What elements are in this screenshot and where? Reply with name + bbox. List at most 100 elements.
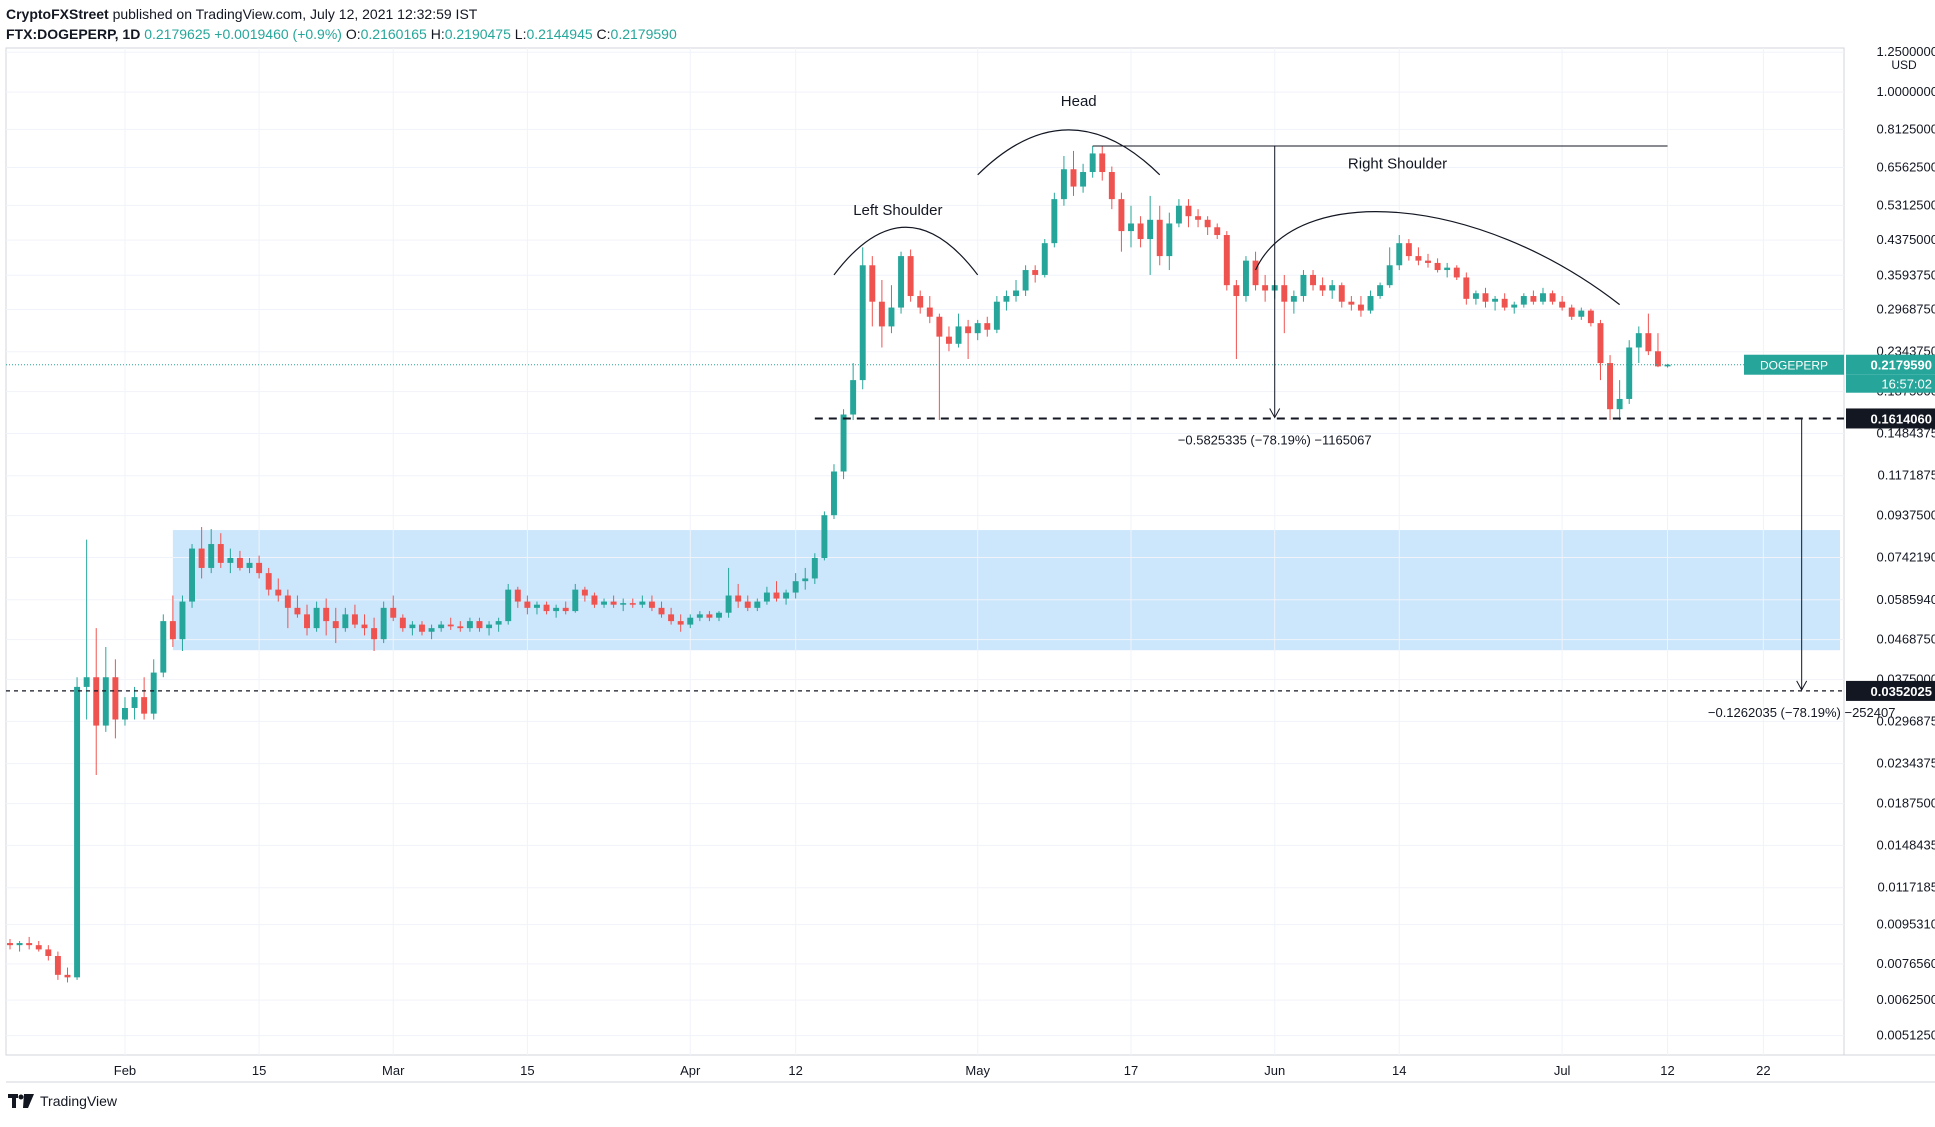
candle-body [533,604,540,608]
candle-body [1041,243,1048,275]
candle-body [601,601,608,605]
candle-body [332,621,339,629]
grid [6,48,1844,1055]
candle-body [514,589,521,602]
candle-body [581,589,588,596]
candle-body [735,595,742,602]
candle-body [677,621,684,625]
x-tick-label: 12 [788,1063,802,1078]
candle-body [160,621,167,673]
candle-body [553,607,560,612]
candle-body [936,316,943,337]
y-tick-label: 0.1171875 [1878,468,1935,483]
symbol-title[interactable]: FTX:DOGEPERP, 1D [6,26,141,42]
candle-body [1626,347,1633,399]
candle-body [1185,205,1192,217]
y-tick-label: 0.0095310 [1877,917,1935,932]
candle-body [840,414,847,472]
last-price-badge [1846,354,1935,375]
countdown-badge [1846,374,1935,393]
candle-body [1635,333,1642,348]
candle-body [696,614,703,618]
candle-body [668,614,675,622]
candle-body [610,601,617,605]
candle-body [141,697,148,714]
candle-body [351,614,358,625]
candle-body [1060,169,1067,200]
candle-body [486,624,493,629]
candle-body [304,614,310,629]
tradingview-logo-icon[interactable] [8,1093,34,1109]
candle-body [1013,290,1019,297]
candle-body [16,943,23,946]
candle-body [428,628,435,632]
publisher-name[interactable]: CryptoFXStreet [6,6,109,22]
price-labels: 0.2179590 16:57:02 DOGEPERP 0.1614060 0.0352… [1744,354,1935,701]
candle-body [859,265,866,381]
candle-body [294,607,301,615]
y-tick-label: 0.4375000 [1877,232,1935,247]
candle-body [1022,270,1029,291]
candle-body [457,626,464,629]
candle-body [1616,398,1623,410]
left-shoulder-label: Left Shoulder [853,202,942,219]
candle-body [1357,304,1364,311]
candle-body [1377,285,1384,297]
measure-arrow-1 [1269,408,1281,419]
candle-body [783,592,790,599]
candle-body [256,562,263,574]
chart-header: CryptoFXStreet published on TradingView.… [6,4,677,44]
y-tick-label: 0.0296875 [1877,713,1935,728]
candle-body [926,307,933,317]
neckline-badge-text: 0.1614060 [1871,411,1932,426]
y-tick-label: 0.0742190 [1877,549,1935,564]
candle-body [1386,265,1393,286]
time-axis[interactable]: Feb 15 Mar 15 Apr 12 May 17 Jun 14 Jul 12 22 [114,1063,1771,1078]
y-tick-label: 0.0076560 [1877,956,1935,971]
y-tick-label: 0.0234375 [1877,756,1935,771]
candle-body [754,601,761,608]
candle-body [265,573,272,590]
candles [7,146,1671,983]
candle-body [399,617,406,629]
candle-body [1434,262,1441,271]
x-tick-label: 12 [1660,1063,1674,1078]
measure-arrow-2 [1796,680,1808,691]
candle-body [1511,304,1518,308]
candle-body [208,544,215,568]
close-value: 0.2179590 [610,26,677,42]
candle-body [945,336,952,344]
candle-body [773,592,780,599]
x-tick-label: Jul [1554,1063,1571,1078]
candle-body [1578,310,1585,317]
y-tick-label: 0.0062500 [1877,992,1935,1007]
candle-body [275,589,282,596]
candle-body [198,548,205,568]
y-tick-label: 0.0117185 [1878,880,1935,895]
low-label: L: [514,26,527,42]
candle-body [763,592,770,602]
candle-body [361,624,368,629]
candle-body [1080,172,1087,187]
y-tick-label: 0.5312500 [1877,197,1935,212]
candle-body [1195,216,1202,220]
candle-body [1664,364,1671,367]
candle-body [869,265,876,302]
candle-body [1252,260,1259,286]
candle-body [179,601,186,640]
candle-body [658,607,665,615]
candle-body [1540,293,1546,302]
candle-body [419,624,425,632]
price-axis[interactable]: 1.2500000 1.0000000 0.8125000 0.6562500 0.53… [1877,44,1935,1042]
currency-label: USD [1891,58,1917,72]
candle-body [687,617,694,625]
y-tick-label: 1.0000000 [1877,84,1935,99]
candle-body [639,601,646,605]
candle-body [524,601,531,608]
candle-body [1396,243,1403,266]
tradingview-brand[interactable]: TradingView [40,1093,118,1109]
candle-body [1645,333,1652,352]
candle-body [1032,270,1039,275]
candle-body [1425,260,1431,263]
